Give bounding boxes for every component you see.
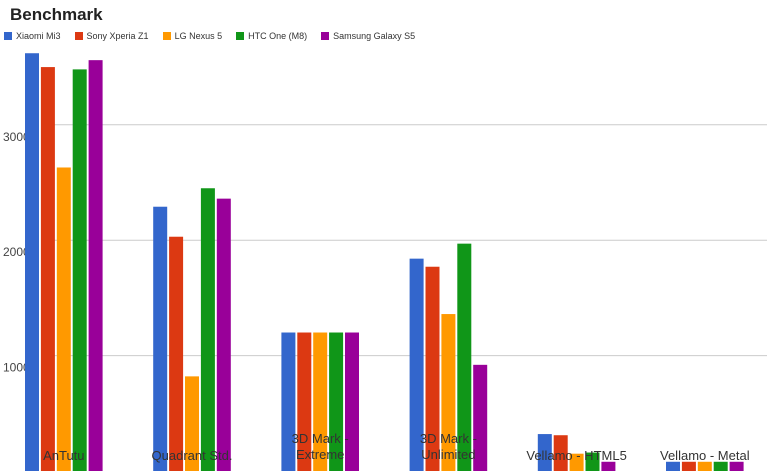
bar bbox=[216, 198, 231, 471]
legend-item-4: Samsung Galaxy S5 bbox=[321, 31, 415, 41]
legend-item-0: Xiaomi Mi3 bbox=[4, 31, 61, 41]
bar bbox=[169, 236, 184, 471]
bar bbox=[40, 67, 55, 471]
legend-swatch bbox=[74, 32, 83, 40]
legend-label: LG Nexus 5 bbox=[174, 31, 223, 41]
bar bbox=[88, 60, 103, 471]
chart-title: Benchmark bbox=[10, 5, 103, 24]
bar bbox=[713, 461, 728, 471]
legend-swatch bbox=[4, 32, 12, 40]
x-tick-label: AnTutu bbox=[43, 448, 84, 463]
x-tick-label: Vellamo - HTML5 bbox=[526, 448, 626, 463]
legend-swatch bbox=[236, 32, 245, 40]
bar bbox=[537, 434, 552, 471]
bar bbox=[697, 461, 712, 471]
bar bbox=[681, 461, 696, 471]
bar bbox=[329, 332, 344, 471]
bar bbox=[281, 332, 296, 471]
bar bbox=[153, 206, 168, 471]
bar bbox=[569, 453, 584, 471]
bar bbox=[56, 167, 71, 471]
bar bbox=[585, 452, 600, 471]
bar bbox=[200, 188, 215, 471]
bar bbox=[185, 376, 199, 471]
bar bbox=[729, 461, 744, 471]
bar bbox=[473, 364, 488, 471]
bar bbox=[553, 435, 568, 471]
bar bbox=[441, 314, 456, 471]
bar bbox=[409, 258, 424, 471]
bar bbox=[313, 332, 328, 471]
bar bbox=[345, 332, 359, 471]
bar bbox=[457, 243, 472, 471]
legend-swatch bbox=[321, 32, 330, 40]
legend-item-2: LG Nexus 5 bbox=[162, 31, 223, 41]
bar bbox=[666, 461, 680, 471]
legend-item-3: HTC One (M8) bbox=[236, 31, 307, 41]
bar bbox=[297, 332, 312, 471]
bar bbox=[601, 461, 616, 471]
bar bbox=[72, 69, 87, 471]
legend-label: Samsung Galaxy S5 bbox=[333, 31, 416, 41]
bar bbox=[25, 53, 39, 471]
chart-legend: Xiaomi Mi3 Sony Xperia Z1 LG Nexus 5 HTC On… bbox=[4, 31, 429, 41]
x-tick-label: Vellamo - Metal bbox=[660, 448, 750, 463]
bar bbox=[425, 266, 440, 471]
legend-label: Xiaomi Mi3 bbox=[16, 31, 61, 41]
x-tick-label: Quadrant Std. bbox=[152, 448, 233, 463]
x-tick-label: 3D Mark -Extreme bbox=[292, 431, 349, 462]
legend-item-1: Sony Xperia Z1 bbox=[74, 31, 149, 41]
legend-label: Sony Xperia Z1 bbox=[86, 31, 149, 41]
legend-swatch bbox=[162, 32, 171, 40]
legend-label: HTC One (M8) bbox=[248, 31, 308, 41]
x-tick-label: 3D Mark -Unlimited bbox=[420, 431, 477, 462]
